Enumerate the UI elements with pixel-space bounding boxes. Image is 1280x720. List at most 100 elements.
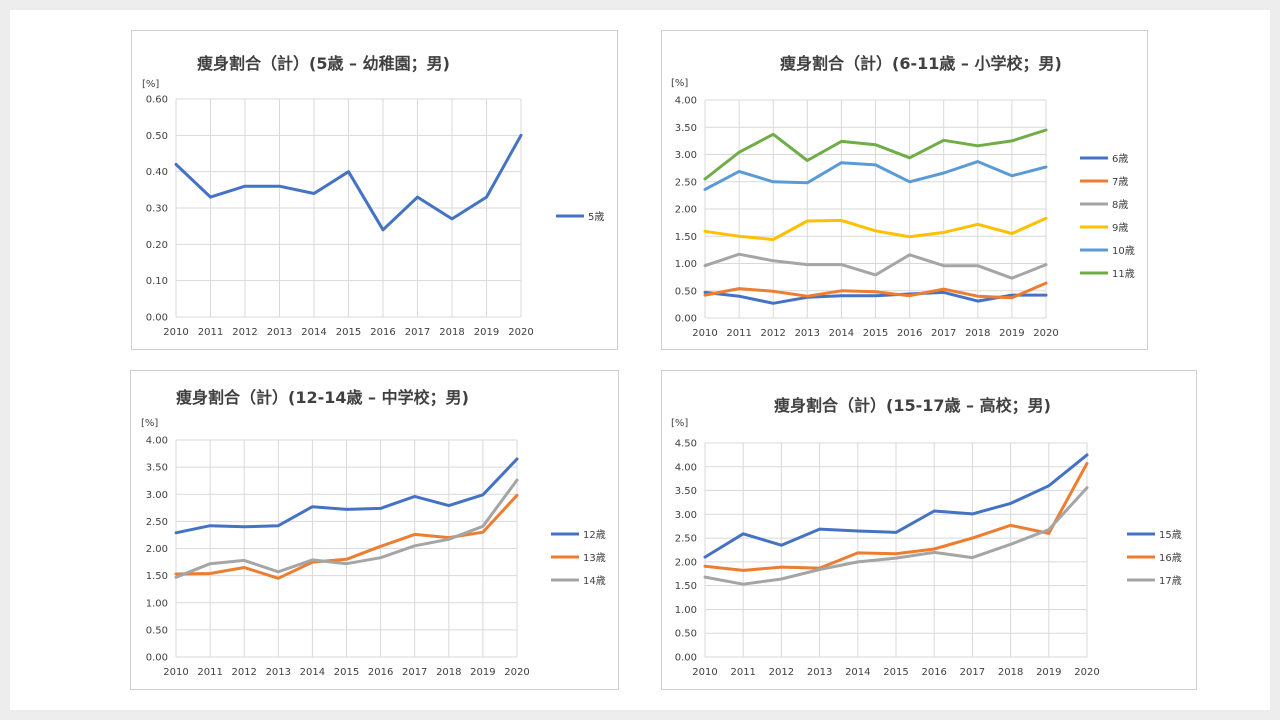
y-tick-label: 4.00: [146, 436, 168, 447]
x-tick-label: 2010: [163, 667, 188, 678]
x-tick-label: 2015: [883, 667, 908, 678]
x-tick-label: 2013: [807, 667, 832, 678]
series-line-3: [703, 252, 1048, 280]
y-tick-label: 3.00: [146, 490, 168, 501]
x-tick-label: 2011: [198, 327, 223, 338]
x-tick-label: 2019: [470, 667, 495, 678]
y-tick-label: 1.50: [675, 581, 697, 592]
y-tick-label: 3.50: [675, 486, 697, 497]
series-line-1: [174, 457, 519, 535]
x-tick-label: 2014: [829, 328, 854, 339]
x-tick-label: 2016: [368, 667, 393, 678]
chart-12-14-svg: 痩身割合（計）(12-14歳 – 中学校；男) [%] 0.00 0.50 1.00…: [141, 388, 606, 678]
y-tick-label: 1.00: [675, 259, 697, 270]
y-tick-label: 0.00: [146, 653, 168, 664]
x-tick-label: 2013: [795, 328, 820, 339]
y-tick-label: 2.00: [675, 557, 697, 568]
x-tick-label: 2018: [998, 667, 1023, 678]
y-tick-label: 3.50: [675, 123, 697, 134]
y-tick-label: 2.00: [675, 205, 697, 216]
chart-6-11-svg: 痩身割合（計）(6-11歳 – 小学校；男) [%] 0.00 0.50 1.00 1…: [671, 54, 1135, 339]
x-tick-label: 2015: [336, 327, 361, 338]
x-tick-label: 2012: [232, 327, 257, 338]
legend-label: 15歳: [1159, 529, 1182, 541]
x-tick-label: 2012: [231, 667, 256, 678]
y-tick-label: 0.50: [675, 629, 697, 640]
y-tick-label: 0.30: [146, 204, 168, 215]
y-tick-label: 0.50: [675, 286, 697, 297]
x-tick-label: 2017: [405, 327, 430, 338]
chart-panel-age-5: 痩身割合（計）(5歳 – 幼稚園；男) [%] 0.00 0.10 0.20 0.30…: [131, 30, 618, 350]
x-tick-label: 2020: [1033, 328, 1058, 339]
y-tick-label: 0.50: [146, 625, 168, 636]
y-tick-label: 1.50: [146, 571, 168, 582]
legend-label: 8歳: [1112, 199, 1128, 211]
x-tick-label: 2010: [163, 327, 188, 338]
y-tick-label: 0.00: [675, 653, 697, 664]
y-tick-label: 2.00: [146, 544, 168, 555]
chart-title: 痩身割合（計）(6-11歳 – 小学校；男): [780, 54, 1062, 73]
legend-label: 7歳: [1112, 176, 1128, 188]
y-unit-label: [%]: [671, 418, 688, 429]
chart-title: 痩身割合（計）(15-17歳 – 高校；男): [774, 396, 1051, 415]
chart-panel-age-15-17: 痩身割合（計）(15-17歳 – 高校；男) [%] 0.00 0.50 1.00 1…: [661, 370, 1197, 690]
x-tick-label: 2017: [931, 328, 956, 339]
legend-label: 13歳: [583, 552, 606, 564]
x-tick-label: 2019: [474, 327, 499, 338]
y-unit-label: [%]: [141, 418, 158, 429]
x-tick-label: 2010: [692, 667, 717, 678]
y-tick-label: 3.50: [146, 463, 168, 474]
y-tick-label: 4.50: [675, 439, 697, 450]
y-tick-label: 0.00: [675, 314, 697, 325]
y-tick-label: 2.50: [146, 517, 168, 528]
series-line-6: [703, 128, 1048, 181]
series-line-1: [703, 453, 1089, 559]
y-tick-label: 0.50: [146, 131, 168, 142]
series-line-3: [703, 486, 1089, 586]
x-tick-label: 2010: [692, 328, 717, 339]
chart-panel-age-6-11: 痩身割合（計）(6-11歳 – 小学校；男) [%] 0.00 0.50 1.00 1…: [661, 30, 1148, 350]
x-tick-label: 2012: [760, 328, 785, 339]
y-tick-label: 0.60: [146, 95, 168, 106]
y-tick-label: 4.00: [675, 96, 697, 107]
x-tick-label: 2017: [960, 667, 985, 678]
x-tick-label: 2015: [334, 667, 359, 678]
y-tick-label: 0.20: [146, 240, 168, 251]
legend-label: 10歳: [1112, 245, 1135, 257]
y-tick-label: 0.00: [146, 313, 168, 324]
x-tick-label: 2016: [897, 328, 922, 339]
x-tick-label: 2020: [508, 327, 533, 338]
x-tick-label: 2012: [769, 667, 794, 678]
x-tick-label: 2011: [726, 328, 751, 339]
series-line-2: [703, 281, 1048, 300]
series-line-1: [703, 290, 1048, 305]
x-tick-label: 2017: [402, 667, 427, 678]
legend-label: 5歳: [588, 211, 604, 223]
series-line-1: [174, 133, 523, 232]
chart-panel-age-12-14: 痩身割合（計）(12-14歳 – 中学校；男) [%] 0.00 0.50 1.00…: [130, 370, 619, 690]
legend-label: 14歳: [583, 575, 606, 587]
legend-label: 9歳: [1112, 222, 1128, 234]
legend-label: 11歳: [1112, 268, 1135, 280]
x-tick-label: 2019: [999, 328, 1024, 339]
y-tick-label: 1.00: [675, 605, 697, 616]
series-line-4: [703, 216, 1048, 241]
x-tick-label: 2013: [267, 327, 292, 338]
x-tick-label: 2014: [845, 667, 870, 678]
y-tick-label: 1.50: [675, 232, 697, 243]
x-tick-label: 2020: [1074, 667, 1099, 678]
chart-title: 痩身割合（計）(12-14歳 – 中学校；男): [176, 388, 469, 407]
series-line-5: [703, 160, 1048, 191]
y-tick-label: 3.00: [675, 510, 697, 521]
chart-15-17-svg: 痩身割合（計）(15-17歳 – 高校；男) [%] 0.00 0.50 1.00 1…: [671, 396, 1182, 678]
legend-label: 6歳: [1112, 153, 1128, 165]
chart-5-svg: 痩身割合（計）(5歳 – 幼稚園；男) [%] 0.00 0.10 0.20 0.30…: [142, 54, 604, 338]
x-tick-label: 2020: [504, 667, 529, 678]
y-tick-label: 3.00: [675, 150, 697, 161]
legend-label: 12歳: [583, 529, 606, 541]
x-tick-label: 2016: [921, 667, 946, 678]
y-tick-label: 2.50: [675, 534, 697, 545]
x-tick-label: 2019: [1036, 667, 1061, 678]
x-tick-label: 2011: [197, 667, 222, 678]
x-tick-label: 2018: [436, 667, 461, 678]
